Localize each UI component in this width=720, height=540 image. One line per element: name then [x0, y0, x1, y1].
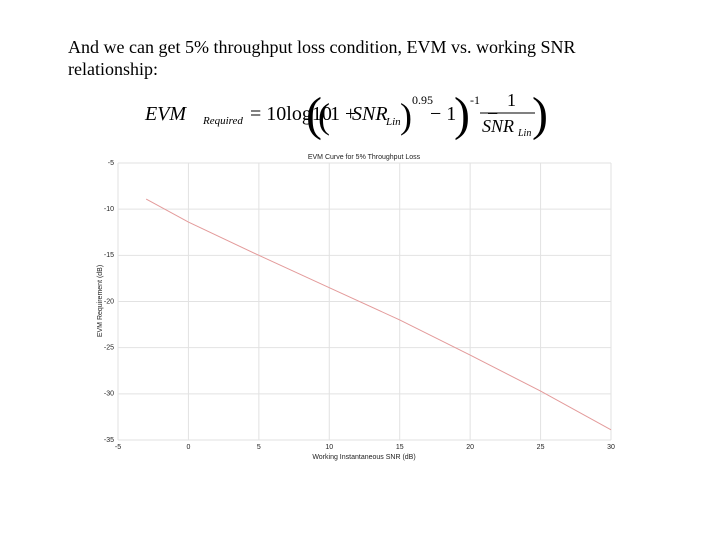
- chart-title: EVM Curve for 5% Throughput Loss: [308, 154, 421, 161]
- y-axis-label: EVM Requirement (dB): [97, 265, 104, 337]
- y-tick-label: -35: [104, 437, 114, 444]
- eq-minus-one: − 1: [430, 103, 456, 125]
- eq-den: SNR: [482, 116, 514, 136]
- eq-paren: ): [454, 88, 470, 141]
- eq-paren: (: [318, 96, 330, 136]
- x-tick-label: 0: [186, 444, 190, 451]
- eq-lhs-sub: Required: [202, 115, 243, 127]
- eq-inv: -1: [470, 93, 480, 107]
- y-tick-label: -15: [104, 252, 114, 259]
- eq-minus: −: [487, 103, 498, 125]
- equation: EVM Required = 10log10 ( ( 1 + SNR Lin )…: [144, 88, 548, 141]
- eq-snr: SNR: [352, 103, 388, 125]
- x-tick-label: -5: [115, 444, 121, 451]
- y-tick-label: -20: [104, 298, 114, 305]
- eq-num: 1: [507, 90, 516, 110]
- y-tick-label: -5: [108, 160, 114, 167]
- y-tick-label: -30: [104, 391, 114, 398]
- eq-log: = 10log10: [250, 103, 332, 125]
- eq-den-sub: Lin: [517, 128, 531, 139]
- eq-paren: (: [306, 88, 322, 141]
- eq-paren: ): [400, 96, 412, 136]
- y-tick-label: -10: [104, 206, 114, 213]
- x-tick-label: 10: [325, 444, 333, 451]
- eq-paren: ): [532, 88, 548, 141]
- chart: EVM Curve for 5% Throughput Loss Working…: [97, 154, 615, 461]
- data-line: [145, 198, 612, 431]
- paragraph: And we can get 5% throughput loss condit…: [68, 37, 576, 79]
- x-tick-label: 20: [466, 444, 474, 451]
- x-tick-label: 30: [607, 444, 615, 451]
- eq-exp: 0.95: [412, 93, 433, 107]
- x-tick-label: 15: [396, 444, 404, 451]
- eq-lhs: EVM: [144, 103, 187, 125]
- x-axis-label: Working Instantaneous SNR (dB): [312, 454, 415, 461]
- paragraph-box: And we can get 5% throughput loss condit…: [68, 37, 576, 79]
- eq-one-plus: 1 +: [330, 103, 356, 125]
- eq-snr-sub: Lin: [385, 116, 401, 128]
- x-tick-label: 5: [257, 444, 261, 451]
- x-tick-label: 25: [537, 444, 545, 451]
- y-tick-label: -25: [104, 345, 114, 352]
